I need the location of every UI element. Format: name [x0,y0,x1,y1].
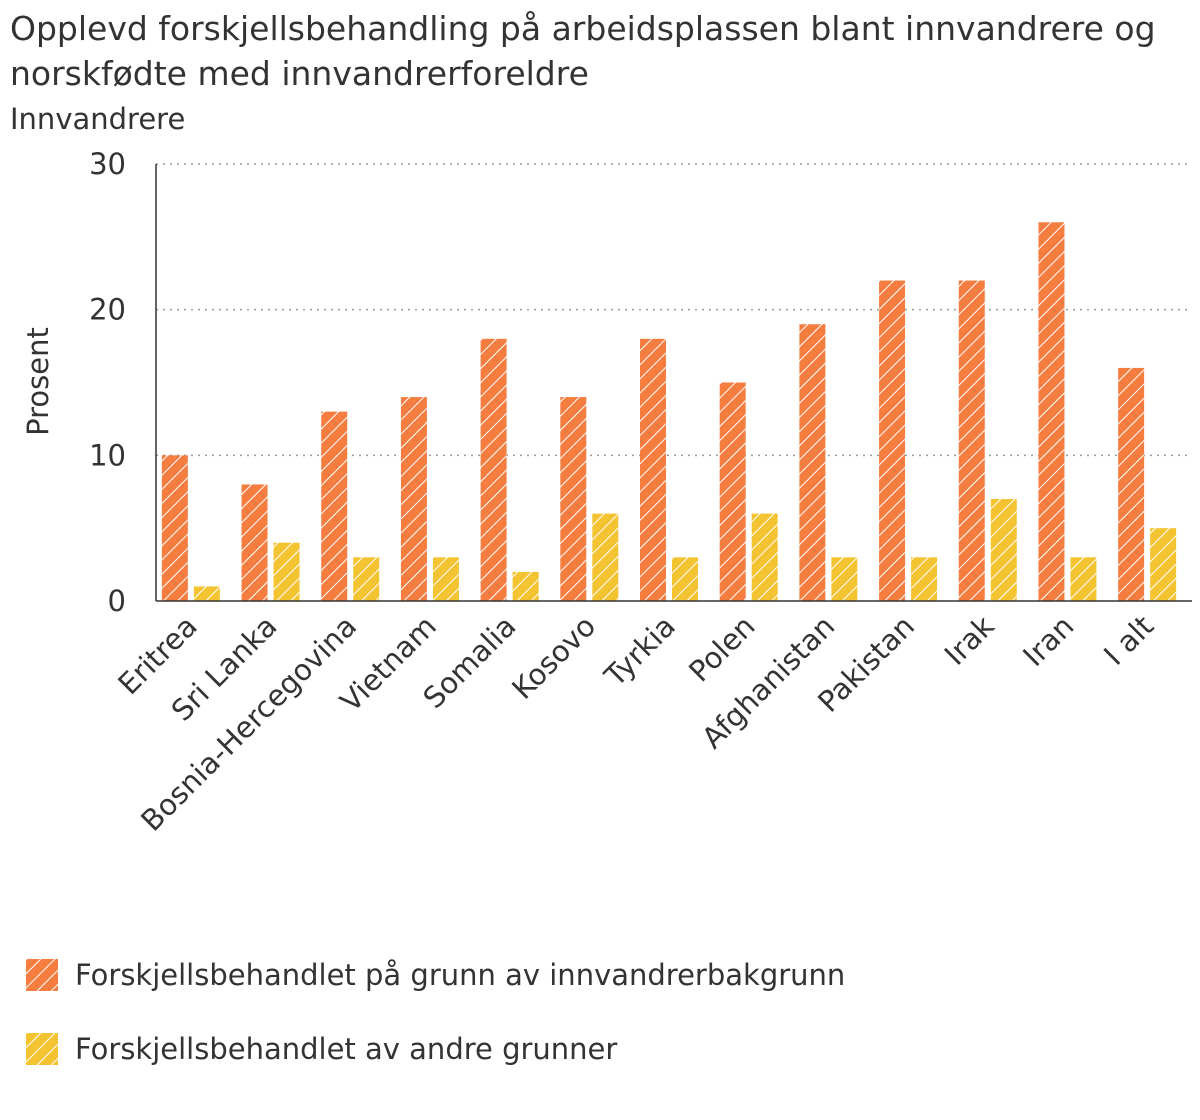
bar-series-1-tyrkia [640,338,666,601]
legend-label-series-2: Forskjellsbehandlet av andre grunner [75,1032,618,1066]
bar-series-1-eritrea [161,455,188,601]
legend-swatch-series-2 [26,1033,58,1065]
y-axis-title: Prosent [21,327,55,436]
bar-series-1-afghanistan [799,324,826,601]
bar-series-2-polen [751,513,778,601]
legend-label-series-1: Forskjellsbehandlet på grunn av innvandr… [75,958,846,992]
bar-series-2-vietnam [432,557,459,601]
x-tick-label-kosovo: Kosovo [505,609,602,706]
legend-swatch-rect [26,959,58,991]
x-tick-label-irak: Irak [938,609,1001,672]
bar-series-2-bosnia-hercegovina [353,557,380,601]
bar-series-1-iran [1038,222,1065,601]
bar-series-1-vietnam [400,397,427,601]
bar-series-1-polen [719,382,746,601]
bar-series-2-pakistan [911,557,938,601]
bar-series-2-somalia [512,571,539,601]
bar-series-2-i-alt [1150,528,1177,601]
bar-series-2-afghanistan [831,557,858,601]
bar-series-1-i-alt [1118,367,1145,601]
bar-series-2-sri-lanka [273,542,300,601]
x-tick-label-iran: Iran [1016,609,1080,673]
grid-layer [156,163,1192,457]
bar-series-1-sri-lanka [241,484,268,601]
legend-swatch-series-1 [26,959,58,991]
y-tick-label-20: 20 [89,293,126,327]
x-tick-label-i-alt: I alt [1097,609,1160,672]
y-tick-label-0: 0 [108,584,126,618]
legend-item-series-1: Forskjellsbehandlet på grunn av innvandr… [26,955,845,995]
y-tick-label-30: 30 [89,147,126,181]
legend-item-series-2: Forskjellsbehandlet av andre grunner [26,1029,845,1069]
bar-series-1-pakistan [879,280,906,601]
bar-series-2-kosovo [592,513,619,601]
y-tick-label-10: 10 [89,438,126,472]
x-tick-label-tyrkia: Tyrkia [597,609,682,694]
legend-swatch-rect [26,1033,58,1065]
bar-layer [161,222,1177,601]
axis-layer [155,164,1192,602]
bar-series-2-irak [990,499,1017,601]
chart-subtitle: Innvandrere [10,102,186,136]
legend: Forskjellsbehandlet på grunn av innvandr… [26,955,845,1103]
bar-series-2-iran [1070,557,1097,601]
bar-series-1-bosnia-hercegovina [321,411,348,601]
bar-series-1-irak [958,280,985,601]
chart-title: Opplevd forskjellsbehandling på arbeidsp… [10,9,1156,93]
bar-series-1-somalia [480,338,507,601]
bar-series-1-kosovo [560,397,587,601]
bar-series-2-eritrea [193,586,220,601]
bar-series-2-tyrkia [672,557,698,601]
